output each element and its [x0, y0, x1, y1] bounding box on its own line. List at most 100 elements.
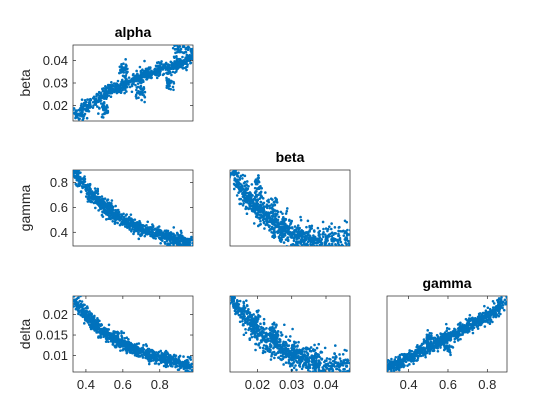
data-point — [110, 210, 114, 214]
cloud-point — [306, 219, 310, 223]
cloud-point — [289, 235, 292, 238]
data-point — [286, 349, 290, 354]
cloud-point — [345, 247, 348, 250]
data-point — [307, 236, 311, 241]
cloud-point — [172, 55, 176, 59]
cloud-point — [68, 172, 71, 175]
cloud-point — [134, 95, 138, 98]
cloud-point — [282, 241, 286, 244]
cloud-point — [180, 231, 183, 235]
cloud-point — [103, 112, 106, 116]
cloud-point — [294, 341, 298, 344]
cloud-point — [257, 179, 260, 182]
cloud-point — [120, 70, 124, 74]
data-point — [189, 47, 193, 52]
cloud-point — [290, 347, 293, 350]
cloud-point — [252, 197, 256, 201]
cloud-point — [252, 222, 256, 225]
cloud-point — [172, 82, 176, 85]
cloud-point — [83, 107, 86, 111]
panel-beta-delta: 0.02 0.03 0.04 — [229, 286, 351, 392]
xtick-label: 0.8 — [151, 377, 169, 392]
cloud-point — [119, 222, 123, 225]
cloud-point — [308, 363, 311, 366]
cloud-point — [102, 102, 106, 105]
cloud-point — [235, 299, 239, 302]
data-point — [88, 316, 92, 321]
cloud-point — [195, 47, 198, 50]
cloud-point — [177, 42, 180, 45]
data-point — [242, 190, 246, 195]
cloud-point — [156, 226, 159, 229]
cloud-point — [230, 162, 233, 165]
data-point — [76, 175, 81, 180]
cloud-point — [75, 293, 78, 296]
cloud-point — [233, 286, 236, 289]
cloud-point — [237, 313, 241, 317]
cloud-point — [74, 164, 77, 167]
cloud-point — [313, 343, 316, 347]
cloud-point — [293, 230, 296, 234]
data-point — [296, 234, 301, 238]
cloud-point — [286, 236, 289, 240]
cloud-point — [324, 252, 327, 255]
cloud-point — [79, 107, 82, 110]
cloud-point — [182, 365, 185, 368]
cloud-point — [175, 68, 179, 71]
cloud-point — [340, 243, 344, 246]
cloud-point — [305, 247, 308, 250]
cloud-point — [338, 225, 341, 229]
cloud-point — [163, 360, 167, 364]
cloud-point — [155, 76, 159, 80]
cloud-point — [245, 299, 248, 302]
data-point — [344, 364, 349, 368]
cloud-point — [84, 306, 87, 310]
cloud-point — [296, 224, 300, 227]
cloud-point — [105, 111, 109, 115]
cloud-point — [268, 224, 271, 228]
cloud-point — [439, 332, 443, 336]
cloud-point — [338, 353, 341, 356]
cloud-point — [114, 204, 117, 208]
cloud-point — [254, 193, 258, 196]
cloud-point — [93, 201, 97, 205]
cloud-point — [71, 291, 74, 294]
cloud-point — [232, 293, 235, 296]
panel-beta-gamma: beta — [229, 149, 351, 255]
cloud-point — [294, 359, 298, 362]
cloud-point — [120, 334, 123, 338]
cloud-point — [96, 195, 99, 199]
cloud-point — [311, 370, 315, 372]
cloud-point — [298, 361, 302, 365]
data-point — [121, 341, 125, 345]
cloud-point — [84, 101, 87, 105]
data-point — [276, 343, 280, 347]
cloud-point — [308, 230, 311, 233]
cloud-point — [178, 242, 182, 246]
cloud-point — [174, 47, 178, 51]
cloud-point — [101, 116, 105, 119]
cloud-point — [138, 65, 142, 69]
cloud-point — [312, 365, 316, 369]
cloud-point — [94, 206, 97, 210]
data-point — [172, 360, 177, 364]
cloud-point — [68, 296, 71, 299]
cloud-point — [80, 185, 84, 188]
cloud-point — [193, 53, 196, 56]
data-point — [158, 356, 162, 360]
cloud-point — [305, 347, 309, 351]
cloud-point — [264, 344, 268, 348]
data-point — [187, 364, 191, 368]
cloud-point — [81, 315, 85, 319]
cloud-point — [330, 247, 333, 250]
data-point — [102, 331, 106, 335]
cloud-point — [122, 212, 125, 216]
cloud-point — [243, 174, 247, 178]
cloud-point — [190, 45, 193, 46]
data-point — [259, 209, 263, 213]
cloud-point — [232, 291, 235, 294]
cloud-point — [384, 369, 387, 372]
cloud-point — [182, 59, 185, 62]
cloud-point — [255, 198, 259, 201]
